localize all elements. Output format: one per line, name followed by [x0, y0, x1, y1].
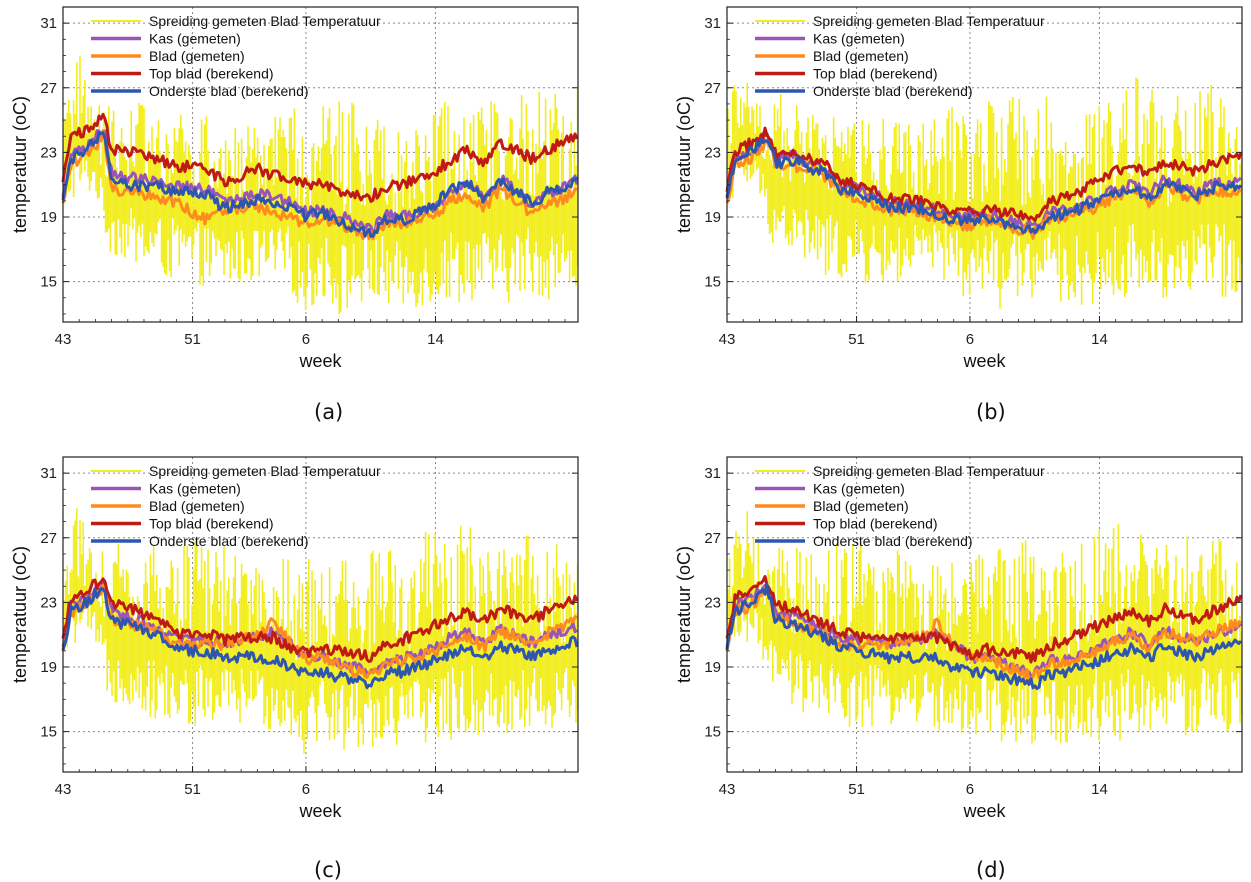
chart-svg-a: 15 19 23 27 31 43 51 6 14 week temperatuur (oC) Spr… — [10, 6, 579, 371]
y-tick-label: 19 — [704, 659, 721, 676]
legend-label-top: Top blad (berekend) — [149, 516, 274, 532]
y-tick-label: 19 — [40, 209, 57, 226]
y-tick-label: 23 — [704, 144, 721, 161]
legend-label-top: Top blad (berekend) — [813, 66, 938, 82]
legend-label-spread: Spreiding gemeten Blad Temperatuur — [813, 13, 1045, 29]
x-tick-label: 6 — [966, 331, 974, 348]
legend-label-spread: Spreiding gemeten Blad Temperatuur — [813, 463, 1045, 479]
series-line-blad — [725, 586, 1242, 682]
legend-label-blad: Blad (gemeten) — [813, 498, 909, 514]
chart-svg-b: 15 19 23 27 31 43 51 6 14 week temperatuur (oC) Spr… — [674, 6, 1243, 371]
chart-panel-a: 15 19 23 27 31 43 51 6 14 week temperatuur (oC) Spr… — [0, 0, 600, 424]
x-tick-label: 43 — [719, 331, 736, 348]
y-tick-label: 23 — [704, 594, 721, 611]
y-tick-label: 15 — [704, 724, 721, 741]
x-axis-label: week — [298, 801, 342, 821]
x-tick-label: 43 — [719, 781, 736, 798]
x-tick-label: 14 — [1091, 781, 1108, 798]
y-axis-label: temperatuur (oC) — [674, 96, 694, 233]
x-tick-label: 14 — [1091, 331, 1108, 348]
legend-label-onder: Onderste blad (berekend) — [813, 533, 973, 549]
x-tick-label: 6 — [302, 331, 310, 348]
legend-label-onder: Onderste blad (berekend) — [813, 83, 973, 99]
legend: Spreiding gemeten Blad Temperatuur Kas (g… — [91, 463, 381, 549]
y-tick-label: 27 — [40, 530, 57, 547]
y-tick-label: 27 — [704, 530, 721, 547]
caption-a: (a) — [314, 400, 344, 424]
y-tick-label: 19 — [704, 209, 721, 226]
legend-label-spread: Spreiding gemeten Blad Temperatuur — [149, 13, 381, 29]
x-tick-label: 51 — [184, 331, 201, 348]
legend: Spreiding gemeten Blad Temperatuur Kas (g… — [91, 13, 381, 99]
x-tick-label: 51 — [848, 331, 865, 348]
plot-frame — [726, 456, 1243, 773]
legend: Spreiding gemeten Blad Temperatuur Kas (g… — [755, 13, 1045, 99]
y-axis-label: temperatuur (oC) — [10, 96, 30, 233]
legend-label-top: Top blad (berekend) — [813, 516, 938, 532]
spread-band — [63, 56, 579, 315]
y-tick-label: 23 — [40, 144, 57, 161]
chart-panel-d: 15 19 23 27 31 43 51 6 14 week temperatuur (oC) Spr… — [664, 450, 1251, 882]
plot-frame — [62, 6, 579, 323]
y-tick-label: 23 — [40, 594, 57, 611]
series-line-top — [725, 575, 1243, 664]
x-tick-label: 43 — [55, 331, 72, 348]
y-tick-label: 15 — [40, 724, 57, 741]
caption-d: (d) — [976, 858, 1006, 882]
legend-label-blad: Blad (gemeten) — [149, 498, 245, 514]
x-axis-label: week — [962, 351, 1006, 371]
series-line-onder — [61, 130, 579, 238]
y-axis-label: temperatuur (oC) — [10, 546, 30, 683]
legend-label-onder: Onderste blad (berekend) — [149, 533, 309, 549]
legend: Spreiding gemeten Blad Temperatuur Kas (g… — [755, 463, 1045, 549]
plot-frame — [726, 6, 1243, 323]
chart-panel-b: 15 19 23 27 31 43 51 6 14 week temperatuur (oC) Spr… — [664, 0, 1251, 424]
y-tick-label: 31 — [704, 465, 721, 482]
legend-label-kas: Kas (gemeten) — [813, 31, 905, 47]
x-tick-label: 6 — [966, 781, 974, 798]
legend-label-blad: Blad (gemeten) — [149, 48, 245, 64]
series-line-onder — [725, 582, 1243, 691]
chart-svg-d: 15 19 23 27 31 43 51 6 14 week temperatuur (oC) Spr… — [674, 456, 1243, 821]
x-tick-label: 51 — [184, 781, 201, 798]
x-axis-label: week — [962, 801, 1006, 821]
legend-label-kas: Kas (gemeten) — [813, 481, 905, 497]
y-tick-label: 31 — [704, 15, 721, 32]
caption-b: (b) — [976, 400, 1006, 424]
series-line-onder — [61, 587, 579, 690]
chart-panel-c: 15 19 23 27 31 43 51 6 14 week temperatuur (oC) Spr… — [0, 450, 600, 882]
y-tick-label: 19 — [40, 659, 57, 676]
x-tick-label: 43 — [55, 781, 72, 798]
plot-frame — [62, 456, 579, 773]
x-tick-label: 6 — [302, 781, 310, 798]
x-tick-label: 14 — [427, 331, 444, 348]
legend-label-spread: Spreiding gemeten Blad Temperatuur — [149, 463, 381, 479]
caption-c: (c) — [314, 858, 342, 882]
y-tick-label: 31 — [40, 15, 57, 32]
y-tick-label: 15 — [704, 274, 721, 291]
legend-label-kas: Kas (gemeten) — [149, 481, 241, 497]
y-axis-label: temperatuur (oC) — [674, 546, 694, 683]
legend-label-blad: Blad (gemeten) — [813, 48, 909, 64]
y-tick-label: 15 — [40, 274, 57, 291]
legend-label-top: Top blad (berekend) — [149, 66, 274, 82]
series-line-blad — [61, 129, 578, 241]
legend-label-kas: Kas (gemeten) — [149, 31, 241, 47]
legend-label-onder: Onderste blad (berekend) — [149, 83, 309, 99]
y-tick-label: 27 — [40, 80, 57, 97]
y-tick-label: 31 — [40, 465, 57, 482]
series-line-top — [725, 126, 1243, 223]
chart-svg-c: 15 19 23 27 31 43 51 6 14 week temperatuur (oC) Spr… — [10, 456, 579, 821]
series-line-top — [61, 577, 579, 663]
x-tick-label: 51 — [848, 781, 865, 798]
x-axis-label: week — [298, 351, 342, 371]
y-tick-label: 27 — [704, 80, 721, 97]
series-line-top — [61, 112, 579, 203]
series-line-blad — [61, 584, 578, 679]
series-line-onder — [725, 137, 1243, 235]
x-tick-label: 14 — [427, 781, 444, 798]
